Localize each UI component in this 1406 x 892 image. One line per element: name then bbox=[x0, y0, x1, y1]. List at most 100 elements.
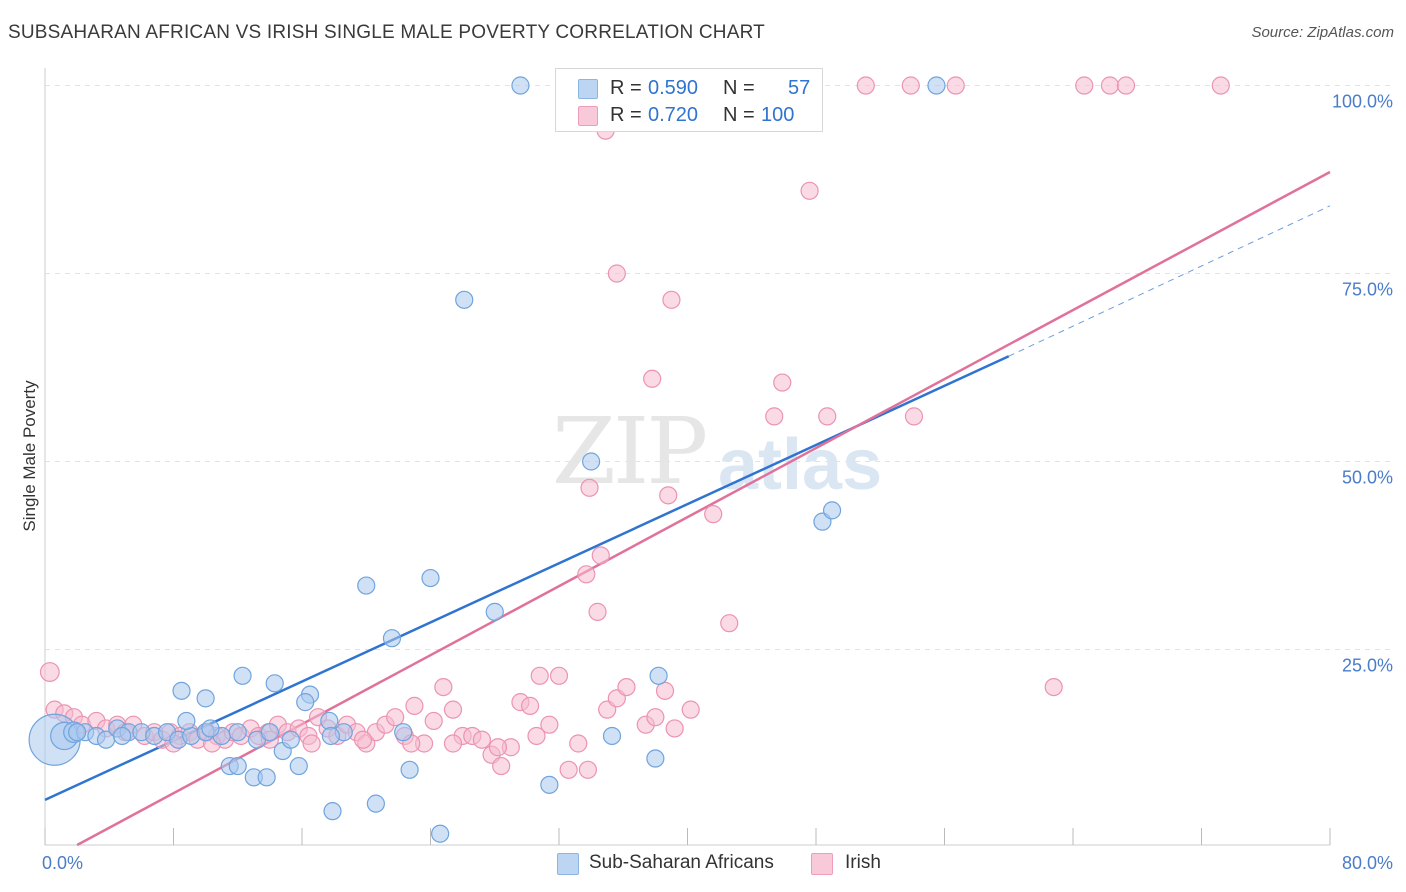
point-subsaharan bbox=[927, 76, 946, 95]
point-subsaharan bbox=[646, 749, 665, 768]
point-subsaharan bbox=[296, 693, 315, 712]
legend-row-subsaharan: R = 0.590 N = 57 bbox=[556, 75, 822, 101]
point-subsaharan bbox=[233, 666, 252, 685]
legend-label-subsaharan: Sub-Saharan Africans bbox=[589, 852, 774, 873]
point-subsaharan bbox=[366, 794, 385, 813]
point-subsaharan bbox=[649, 666, 668, 685]
point-subsaharan bbox=[321, 726, 341, 746]
point-irish bbox=[662, 290, 681, 309]
regression-extension-subsaharan bbox=[1008, 205, 1331, 357]
point-irish bbox=[549, 666, 569, 685]
legend-swatch-pink bbox=[811, 853, 833, 875]
point-subsaharan bbox=[455, 290, 474, 309]
legend-r-label: R = bbox=[610, 104, 642, 126]
point-irish bbox=[492, 756, 511, 776]
point-irish bbox=[588, 602, 607, 621]
point-subsaharan bbox=[68, 723, 87, 742]
point-irish bbox=[659, 486, 678, 505]
point-subsaharan bbox=[540, 775, 559, 794]
point-subsaharan bbox=[172, 681, 191, 700]
point-subsaharan bbox=[400, 760, 419, 779]
point-irish bbox=[643, 369, 662, 388]
point-irish bbox=[302, 734, 321, 753]
point-irish bbox=[527, 726, 546, 746]
point-irish bbox=[1044, 677, 1063, 697]
legend-n-value: 100 bbox=[761, 104, 795, 126]
legend-label-irish: Irish bbox=[845, 852, 881, 873]
point-subsaharan bbox=[320, 711, 339, 731]
legend-n-label: N = bbox=[723, 104, 755, 126]
source-label: Source: ZipAtlas.com bbox=[1251, 24, 1394, 41]
x-tick-label: 0.0% bbox=[42, 853, 83, 873]
point-irish bbox=[443, 734, 463, 753]
point-irish bbox=[655, 681, 675, 700]
grid-lines bbox=[45, 85, 1394, 650]
point-subsaharan bbox=[196, 689, 215, 708]
point-subsaharan bbox=[431, 824, 450, 843]
point-irish bbox=[405, 696, 424, 715]
point-subsaharan bbox=[177, 711, 196, 731]
legend-swatch-pink bbox=[578, 106, 598, 126]
point-irish bbox=[443, 700, 463, 719]
point-subsaharan bbox=[602, 726, 622, 746]
data-points bbox=[28, 76, 1230, 843]
point-irish bbox=[607, 264, 626, 283]
point-irish bbox=[434, 677, 453, 697]
legend-n-value: 57 bbox=[788, 77, 811, 99]
x-tick-label: 80.0% bbox=[1342, 853, 1393, 873]
point-irish bbox=[1100, 76, 1120, 95]
point-irish bbox=[386, 708, 405, 727]
point-subsaharan bbox=[228, 723, 247, 742]
point-irish bbox=[39, 662, 60, 682]
point-irish bbox=[856, 76, 875, 95]
point-irish bbox=[720, 614, 739, 633]
correlation-legend: R = 0.590 N = 57 R = 0.720 N = 100 bbox=[555, 68, 823, 132]
point-irish bbox=[353, 730, 373, 749]
point-subsaharan bbox=[257, 768, 276, 787]
legend-r-value: 0.590 bbox=[648, 77, 699, 99]
y-tick-label: 100.0% bbox=[1332, 92, 1393, 112]
point-irish bbox=[559, 760, 578, 779]
point-irish bbox=[1075, 76, 1094, 95]
point-subsaharan bbox=[357, 576, 376, 595]
point-subsaharan bbox=[265, 674, 284, 693]
point-irish bbox=[681, 700, 700, 719]
point-irish bbox=[1116, 76, 1136, 95]
point-irish bbox=[901, 76, 920, 95]
tick-labels: 25.0% 50.0% 75.0% 100.0% 0.0% 80.0% bbox=[42, 92, 1393, 873]
point-irish bbox=[818, 407, 837, 426]
point-subsaharan bbox=[582, 452, 601, 471]
point-irish bbox=[773, 373, 792, 392]
point-irish bbox=[569, 734, 588, 753]
point-subsaharan bbox=[511, 76, 530, 95]
legend-swatch-blue bbox=[557, 853, 579, 875]
point-subsaharan bbox=[112, 726, 132, 746]
point-irish bbox=[530, 666, 549, 685]
point-irish bbox=[617, 677, 636, 697]
point-irish bbox=[765, 407, 784, 426]
point-subsaharan bbox=[382, 629, 402, 648]
legend-r-value: 0.720 bbox=[648, 104, 699, 126]
point-irish bbox=[904, 407, 924, 426]
point-irish bbox=[946, 76, 965, 95]
point-irish bbox=[580, 478, 599, 497]
y-tick-label: 25.0% bbox=[1342, 655, 1393, 675]
point-subsaharan bbox=[289, 756, 308, 776]
watermark-zip: ZIP bbox=[552, 398, 708, 505]
point-irish bbox=[800, 181, 819, 200]
point-subsaharan bbox=[421, 568, 440, 588]
y-tick-label: 50.0% bbox=[1342, 468, 1393, 488]
chart-title: SUBSAHARAN AFRICAN VS IRISH SINGLE MALE … bbox=[8, 22, 765, 43]
point-irish bbox=[488, 738, 508, 757]
point-irish bbox=[540, 715, 559, 734]
legend-row-irish: R = 0.720 N = 100 bbox=[556, 102, 822, 128]
point-irish bbox=[1211, 76, 1230, 95]
point-irish bbox=[578, 760, 598, 779]
watermark-atlas: atlas bbox=[718, 425, 883, 505]
legend-swatch-blue bbox=[578, 79, 598, 99]
point-subsaharan bbox=[228, 756, 247, 776]
point-irish bbox=[577, 565, 596, 584]
legend-n-label: N = bbox=[723, 77, 755, 99]
point-subsaharan bbox=[260, 723, 279, 742]
